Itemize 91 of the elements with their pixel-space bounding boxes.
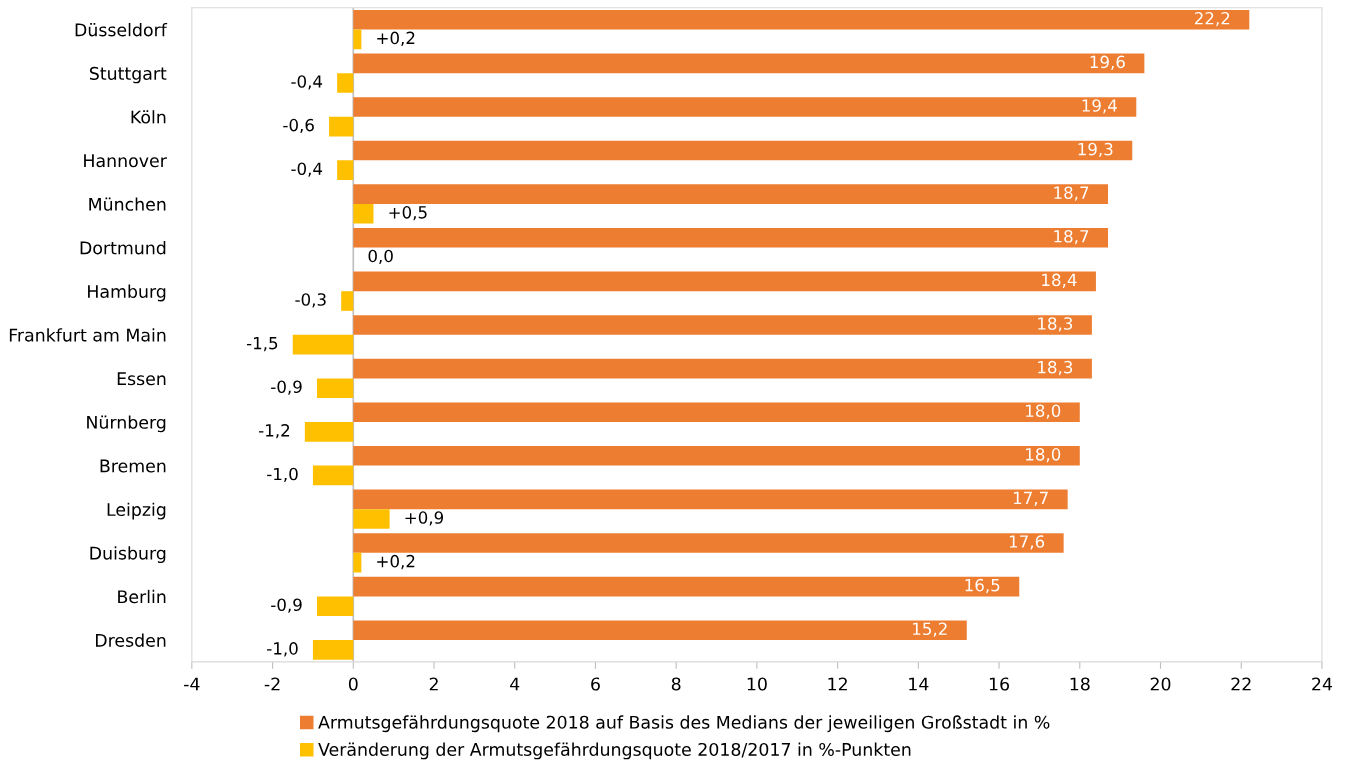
x-tick-label: 24 <box>1312 677 1333 691</box>
bar <box>353 552 362 573</box>
bar <box>329 116 354 137</box>
y-tick-label: Düsseldorf <box>75 22 168 37</box>
data-label: -0,4 <box>291 75 323 90</box>
data-label: 18,4 <box>1042 273 1077 288</box>
data-label: -0,9 <box>271 380 302 395</box>
y-tick-label: Hamburg <box>88 284 166 302</box>
data-label: -1,0 <box>267 642 298 657</box>
x-tick-label: 22 <box>1231 677 1251 691</box>
data-label: -0,9 <box>271 598 302 613</box>
data-label: +0,9 <box>405 511 444 526</box>
y-tick-label: Essen <box>117 372 166 386</box>
bar <box>312 640 354 660</box>
y-tick-label: Stuttgart <box>89 66 167 84</box>
data-label: +0,5 <box>389 206 427 221</box>
data-label: -1,0 <box>267 467 298 482</box>
x-tick-label: 0 <box>348 677 358 691</box>
bar <box>353 315 1092 335</box>
data-label: -1,5 <box>246 337 278 352</box>
bar <box>353 97 1137 117</box>
x-tick-label: 14 <box>909 677 929 691</box>
y-tick-label: Dortmund <box>80 240 166 255</box>
x-tick-label: 10 <box>747 677 767 691</box>
bar <box>353 509 390 529</box>
bar <box>353 620 967 641</box>
data-label: 17,7 <box>1013 491 1048 506</box>
bar <box>337 73 354 93</box>
bar <box>341 291 354 311</box>
bar <box>353 227 1109 248</box>
data-label: 18,0 <box>1026 404 1061 419</box>
data-label: +0,2 <box>377 554 415 570</box>
data-label: 16,5 <box>965 578 1000 594</box>
y-tick-label: München <box>89 197 166 211</box>
y-tick-label: Leipzig <box>107 502 166 520</box>
bar <box>353 533 1064 553</box>
bar <box>316 378 354 399</box>
y-tick-label: Nürnberg <box>87 415 166 433</box>
bar <box>353 402 1080 423</box>
x-tick-label: 6 <box>591 677 600 691</box>
bar <box>292 334 354 355</box>
data-label: -1,2 <box>259 424 290 439</box>
y-tick-label: Köln <box>131 110 166 124</box>
x-tick-label: 8 <box>671 677 681 691</box>
legend-label: Veränderung der Armutsgefährdungsquote 2018/2017 in %-Punkten <box>318 742 911 760</box>
bar <box>312 465 354 486</box>
legend-label: Armutsgefährdungsquote 2018 auf Basis des Medians der jeweiligen Großstadt in % <box>318 715 1050 733</box>
data-label: -0,3 <box>295 293 326 308</box>
data-label: 17,6 <box>1009 535 1045 550</box>
y-tick-label: Duisburg <box>90 546 166 564</box>
data-label: -0,6 <box>283 118 314 134</box>
data-label: 19,4 <box>1082 99 1117 114</box>
y-tick-label: Dresden <box>96 633 166 647</box>
data-label: +0,2 <box>377 31 415 46</box>
y-tick-label: Hannover <box>84 154 167 168</box>
data-label: 18,3 <box>1038 317 1073 332</box>
x-tick-label: 2 <box>429 677 438 691</box>
bar <box>353 203 374 224</box>
x-tick-label: -2 <box>264 677 280 691</box>
data-label: 18,7 <box>1054 230 1089 245</box>
x-tick-label: -4 <box>184 677 200 691</box>
bar <box>353 29 362 50</box>
data-label: -0,4 <box>291 162 323 177</box>
data-label: 0,0 <box>368 249 393 264</box>
bar <box>353 446 1080 466</box>
bar <box>353 489 1068 510</box>
data-label: 15,2 <box>913 622 947 637</box>
data-label: 18,3 <box>1038 360 1073 376</box>
bar <box>337 160 354 180</box>
data-label: 18,0 <box>1026 448 1061 463</box>
x-tick-label: 18 <box>1070 677 1090 691</box>
bar <box>353 140 1133 161</box>
x-tick-label: 12 <box>828 677 847 691</box>
data-label: 19,6 <box>1090 55 1125 70</box>
data-label: 22,2 <box>1194 11 1230 27</box>
x-tick-label: 4 <box>510 677 520 691</box>
bar <box>353 358 1092 379</box>
bar <box>353 576 1020 597</box>
y-tick-label: Berlin <box>118 589 166 604</box>
y-tick-label: Frankfurt am Main <box>9 328 166 342</box>
bar <box>304 422 354 442</box>
bar <box>353 184 1109 204</box>
bar <box>353 53 1145 74</box>
y-tick-label: Bremen <box>100 459 166 473</box>
bar <box>316 596 354 617</box>
x-tick-label: 16 <box>989 677 1010 691</box>
bar <box>353 9 1250 30</box>
bar <box>353 271 1096 292</box>
x-tick-label: 20 <box>1150 677 1171 691</box>
data-label: 18,7 <box>1054 186 1089 201</box>
data-label: 19,3 <box>1078 142 1113 158</box>
